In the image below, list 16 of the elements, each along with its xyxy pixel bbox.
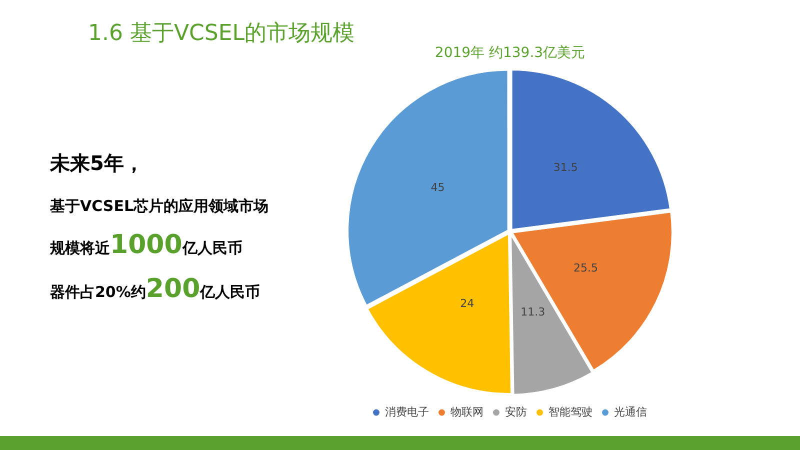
data-label: 31.5 <box>553 161 578 174</box>
data-label: 25.5 <box>573 261 598 274</box>
text: 未来5年， <box>50 150 145 177</box>
legend-label: 光通信 <box>614 406 647 419</box>
legend-label: 消费电子 <box>384 406 429 419</box>
legend-label: 安防 <box>504 406 527 419</box>
data-label: 45 <box>430 180 445 194</box>
legend-label: 物联网 <box>450 406 484 419</box>
chart-title: 1.6 基于VCSEL的市场规模 <box>88 20 355 48</box>
legend-label: 智能驾驶 <box>548 406 592 419</box>
text: 规模将近1000亿人民币 <box>50 230 244 260</box>
data-label: 11.3 <box>520 305 546 318</box>
text: 基于VCSEL芯片的应用领域市场 <box>50 197 270 216</box>
chart-subtitle: 2019年 约139.3亿美元 <box>434 44 586 62</box>
text: 器件占20%约200亿人民币 <box>50 274 262 304</box>
data-label: 24 <box>460 296 474 310</box>
